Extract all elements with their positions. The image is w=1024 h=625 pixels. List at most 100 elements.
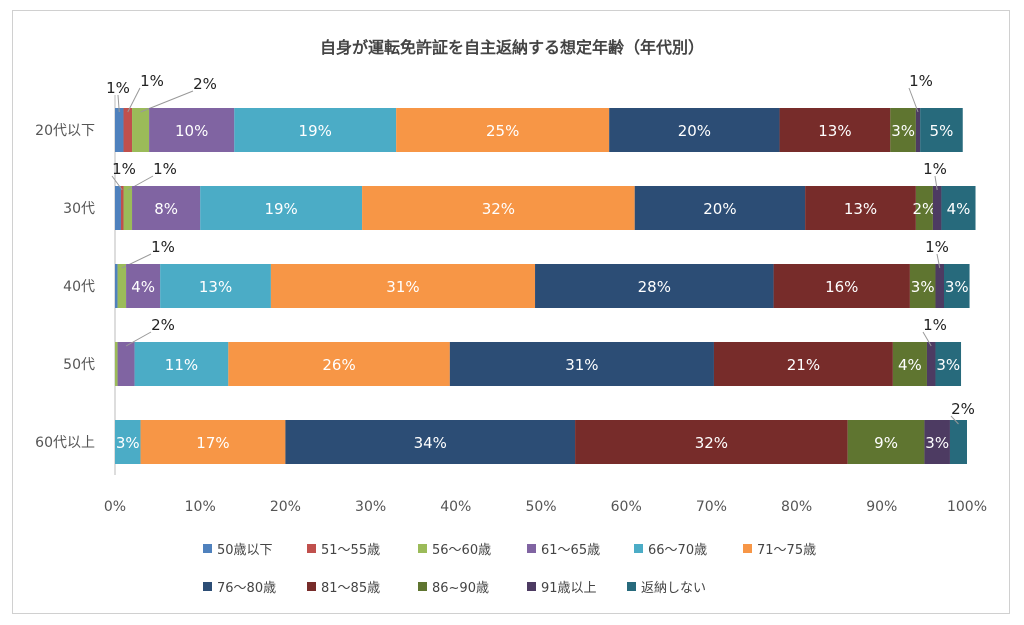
bar-segment [270,264,536,308]
bar-segment [920,108,963,152]
bar-segment [134,342,229,386]
data-label: 4% [898,356,922,374]
data-label: 1% [923,316,947,334]
data-label: 21% [787,356,820,374]
legend-label: 91歳以上 [541,581,597,596]
legend-label: 61～65歳 [541,543,601,558]
data-label: 13% [844,200,877,218]
bar-segment [634,186,806,230]
leader-line [125,331,152,347]
legend-label: 86~90歳 [432,581,489,596]
bar-segment [120,186,124,230]
data-label: 2% [151,316,175,334]
leader-line [922,331,932,347]
data-label: 1% [112,160,136,178]
bar-segment [115,186,121,230]
data-label: 4% [131,278,155,296]
data-label: 2% [913,200,937,218]
bar-segment [890,108,916,152]
data-label: 1% [153,160,177,178]
y-category-label: 20代以下 [35,123,95,139]
data-label: 19% [264,200,297,218]
x-tick-label: 80% [781,499,812,515]
legend-label: 返納しない [641,581,707,596]
data-label: 3% [925,434,949,452]
data-label: 32% [482,200,515,218]
data-label: 1% [909,72,933,90]
bar-segment [935,342,962,386]
data-label: 32% [695,434,728,452]
bar-segment [926,342,936,386]
legend-label: 66～70歳 [648,543,708,558]
bar-segment [943,264,970,308]
legend-item: 76～80歳 [203,577,276,596]
chart-frame [12,10,1010,614]
data-label: 26% [322,356,355,374]
leader-line [908,87,919,113]
y-category-label: 30代 [63,201,95,217]
leader-line [127,87,141,113]
x-tick-label: 50% [525,499,556,515]
legend-item: 返納しない [627,577,706,596]
legend-swatch [634,544,643,553]
bar-segment [115,264,118,308]
legend-item: 56～60歳 [418,539,491,558]
data-label: 3% [945,278,969,296]
legend-swatch [527,582,536,591]
data-label: 1% [923,160,947,178]
legend-swatch [307,582,316,591]
data-label: 1% [140,72,164,90]
data-label: 11% [165,356,198,374]
bar-segment [115,342,118,386]
x-tick-label: 40% [440,499,471,515]
data-label: 2% [193,75,217,93]
legend-item: 66～70歳 [634,539,707,558]
legend-label: 71～75歳 [757,543,817,558]
bar-segment [713,342,893,386]
x-tick-label: 0% [104,499,126,515]
data-label: 1% [151,238,175,256]
legend-item: 86~90歳 [418,577,489,596]
bar-segment [132,108,150,152]
bar-segment [234,108,397,152]
data-label: 3% [911,278,935,296]
data-label: 13% [199,278,232,296]
legend-label: 81～85歳 [321,581,381,596]
data-label: 20% [703,200,736,218]
y-category-label: 60代以上 [35,435,95,451]
data-label: 19% [299,122,332,140]
legend-swatch [418,544,427,553]
bar-segment [117,264,127,308]
bar-segment [779,108,891,152]
y-category-label: 50代 [63,357,95,373]
legend-swatch [527,544,536,553]
data-label: 5% [930,122,954,140]
y-category-label: 40代 [63,279,95,295]
bar-segment [847,420,925,464]
chart-title: 自身が運転免許証を自主返納する想定年齢（年代別） [319,38,704,57]
legend-swatch [203,544,212,553]
data-label: 13% [818,122,851,140]
bar-segment [115,108,124,152]
legend-item: 61～65歳 [527,539,600,558]
bar-segment [200,186,363,230]
legend-item: 51～55歳 [307,539,380,558]
legend-label: 51～55歳 [321,543,381,558]
legend-swatch [627,582,636,591]
data-label: 4% [947,200,971,218]
legend-swatch [743,544,752,553]
bar-segment [773,264,910,308]
bar-segment [932,186,942,230]
bar-segment [123,186,133,230]
data-label: 3% [936,356,960,374]
x-tick-label: 30% [355,499,386,515]
leader-line [950,415,959,425]
data-label: 10% [175,122,208,140]
bar-segment [924,420,950,464]
bar-segment [285,420,576,464]
bar-segment [117,342,135,386]
bar-segment [941,186,976,230]
x-tick-label: 10% [185,499,216,515]
data-label: 2% [951,400,975,418]
